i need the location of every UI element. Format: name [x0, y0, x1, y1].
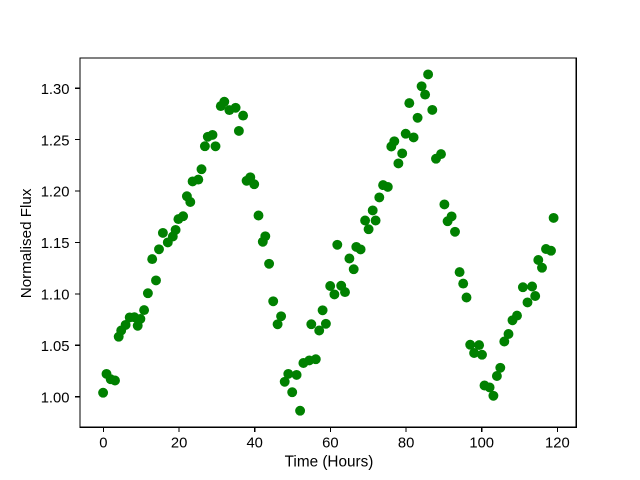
svg-text:1.00: 1.00 [41, 390, 70, 406]
svg-text:1.20: 1.20 [41, 185, 70, 201]
svg-text:40: 40 [246, 436, 262, 452]
svg-text:Normalised Flux: Normalised Flux [18, 188, 35, 298]
svg-text:1.30: 1.30 [41, 82, 70, 98]
svg-text:60: 60 [322, 436, 338, 452]
svg-text:100: 100 [469, 436, 494, 452]
svg-text:120: 120 [545, 436, 570, 452]
svg-text:1.25: 1.25 [41, 133, 70, 149]
svg-text:20: 20 [171, 436, 187, 452]
svg-text:1.05: 1.05 [41, 339, 70, 355]
svg-text:1.10: 1.10 [41, 288, 70, 304]
svg-text:0: 0 [99, 436, 107, 452]
svg-text:Time (Hours): Time (Hours) [285, 454, 374, 471]
svg-text:1.15: 1.15 [41, 236, 70, 252]
svg-text:80: 80 [398, 436, 414, 452]
